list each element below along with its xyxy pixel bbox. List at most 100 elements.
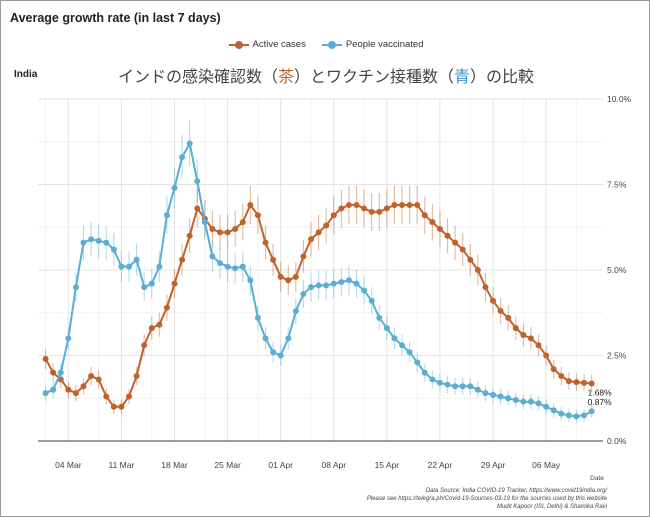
data-point [171, 280, 178, 287]
data-point [141, 342, 148, 349]
x-tick-label: 18 Mar [161, 460, 188, 470]
data-point [133, 373, 140, 380]
data-point [270, 256, 277, 263]
x-tick-label: 15 Apr [375, 460, 400, 470]
data-point [565, 412, 572, 419]
data-point [376, 208, 383, 215]
data-point [209, 253, 216, 260]
data-point [581, 412, 588, 419]
data-point [467, 383, 474, 390]
data-point [527, 335, 534, 342]
x-tick-label: 08 Apr [321, 460, 346, 470]
data-point [353, 280, 360, 287]
source-line-2: Please see https://telegra.ph/Covid-19-S… [366, 496, 607, 502]
data-point [558, 410, 565, 417]
data-point [72, 390, 79, 397]
data-point [88, 373, 95, 380]
chart-title: Average growth rate (in last 7 days) [10, 11, 221, 25]
data-point [573, 379, 580, 386]
jp-title-part-4: 青 [454, 67, 471, 86]
data-point [50, 386, 57, 393]
data-point [459, 383, 466, 390]
data-point [285, 277, 292, 284]
data-point [383, 205, 390, 212]
data-point [406, 202, 413, 209]
data-point [141, 284, 148, 291]
data-point [512, 325, 519, 332]
data-point [527, 398, 534, 405]
data-point [361, 205, 368, 212]
data-point [368, 297, 375, 304]
data-point [376, 314, 383, 321]
data-point [550, 407, 557, 414]
data-point [429, 376, 436, 383]
y-tick-label: 2.5% [607, 351, 627, 361]
data-point [262, 239, 269, 246]
data-point [95, 237, 102, 244]
data-point [315, 229, 322, 236]
data-point [558, 373, 565, 380]
data-point [414, 359, 421, 366]
data-point [543, 403, 550, 410]
data-point [565, 378, 572, 385]
data-point [345, 202, 352, 209]
y-tick-label: 0.0% [607, 436, 627, 446]
data-point [110, 403, 117, 410]
x-axis-label: Date [590, 475, 604, 482]
legend-item-active: Active cases [228, 39, 306, 50]
data-point [323, 222, 330, 229]
data-point [330, 212, 337, 219]
source-line-3: Mudit Kapoor (ISI, Delhi) & Shamika Ravi [496, 504, 607, 510]
data-point [217, 229, 224, 236]
data-point [300, 253, 307, 260]
data-point [490, 391, 497, 398]
data-point [179, 154, 186, 161]
data-point [406, 349, 413, 356]
end-value-label: 0.87% [588, 397, 613, 407]
data-point [520, 398, 527, 405]
data-point [474, 267, 481, 273]
data-point [217, 260, 224, 267]
data-point [444, 232, 451, 239]
legend-item-vaccinated: People vaccinated [321, 39, 423, 50]
data-point [421, 212, 428, 219]
data-point [163, 304, 170, 311]
data-point [65, 386, 72, 393]
data-point [50, 369, 57, 376]
data-point [505, 395, 512, 402]
data-point [171, 184, 178, 191]
data-point [315, 282, 322, 289]
y-tick-label: 10.0% [607, 94, 632, 104]
data-point [391, 202, 398, 209]
data-point [444, 381, 451, 388]
data-point [247, 202, 254, 209]
data-point [148, 280, 155, 287]
data-point [65, 335, 72, 342]
data-point [338, 205, 345, 212]
data-point [391, 335, 398, 342]
data-point [110, 246, 117, 253]
data-point [308, 284, 315, 291]
data-point [179, 256, 186, 263]
data-point [512, 396, 519, 403]
jp-title-part-1: インドの感染確認数（ [117, 67, 278, 86]
japanese-title: インドの感染確認数（茶）とワクチン接種数（青）の比較 [1, 63, 650, 87]
x-tick-label: 01 Apr [268, 460, 293, 470]
data-point [126, 393, 133, 400]
data-point [399, 342, 406, 349]
end-value-label: 1.68% [588, 388, 613, 398]
legend-key-vaccinated [321, 40, 342, 50]
x-tick-label: 22 Apr [428, 460, 453, 470]
data-point [459, 246, 466, 253]
jp-title-part-2: 茶 [277, 67, 294, 86]
data-point [497, 393, 504, 400]
data-point [80, 383, 87, 390]
data-point [353, 202, 360, 209]
data-point [421, 369, 428, 376]
data-point [452, 383, 459, 390]
data-point [224, 263, 231, 270]
x-tick-label: 06 May [532, 460, 561, 470]
data-point [270, 349, 277, 356]
y-tick-label: 5.0% [607, 265, 627, 275]
